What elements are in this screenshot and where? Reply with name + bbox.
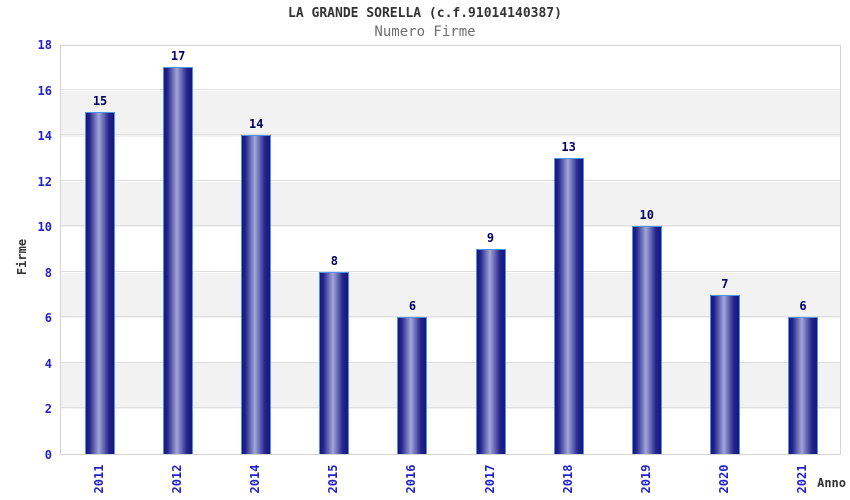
x-tick-label: 2017: [482, 464, 497, 494]
bar-value-label: 6: [799, 299, 807, 314]
bar-value-label: 8: [330, 253, 338, 268]
gridline: [61, 361, 840, 363]
bar-2019: [631, 226, 662, 454]
bar-2021: [787, 317, 818, 454]
gridline: [61, 225, 840, 227]
bar-2018: [553, 157, 584, 454]
bar-2015: [319, 271, 350, 454]
y-tick-label: 10: [37, 220, 52, 235]
x-tick-label: 2020: [716, 464, 731, 494]
x-tick-label: 2011: [92, 464, 107, 494]
bar-2012: [163, 66, 194, 454]
bar-2014: [241, 135, 272, 454]
y-tick-label: 6: [44, 311, 52, 326]
x-tick-label: 2014: [248, 464, 263, 494]
gridline: [61, 270, 840, 272]
bar-2020: [709, 294, 740, 454]
x-tick-label: 2018: [560, 464, 575, 494]
bar-value-label: 10: [639, 208, 654, 223]
bar-value-label: 6: [408, 299, 417, 314]
bar-2017: [475, 249, 506, 454]
chart-subtitle: Numero Firme: [374, 24, 476, 40]
x-tick-label: 2019: [638, 464, 653, 494]
y-tick-label: 12: [37, 174, 52, 189]
gridline: [61, 316, 840, 318]
x-axis-title: Anno: [817, 476, 846, 490]
bar-value-label: 13: [561, 139, 576, 154]
bar-2011: [85, 112, 116, 454]
y-tick-label: 0: [44, 448, 52, 462]
y-tick-label: 8: [44, 265, 52, 280]
bar-value-label: 14: [249, 117, 264, 132]
x-tick-label: 2015: [326, 464, 341, 494]
bar-value-label: 9: [486, 231, 495, 245]
y-tick-label: 4: [44, 356, 52, 371]
plot-area: 15 17 14 8 6 9 13 10 7 6: [60, 45, 841, 455]
y-tick-label: 18: [37, 38, 52, 52]
x-tick-label: 2021: [794, 464, 809, 494]
bar-value-label: 7: [721, 276, 729, 291]
gridline: [61, 407, 840, 409]
bar-value-label: 15: [92, 94, 108, 109]
y-tick-label: 14: [37, 129, 52, 144]
gridline: [61, 134, 840, 136]
gridline: [61, 88, 840, 90]
bar-2016: [397, 317, 428, 454]
gridline: [61, 179, 840, 181]
x-tick-label: 2012: [170, 464, 185, 494]
x-tick-label: 2016: [404, 464, 419, 494]
y-tick-label: 2: [44, 402, 52, 417]
chart-title: LA GRANDE SORELLA (c.f.91014140387): [288, 6, 562, 21]
y-tick-label: 16: [37, 83, 52, 98]
bar-value-label: 17: [170, 48, 186, 63]
